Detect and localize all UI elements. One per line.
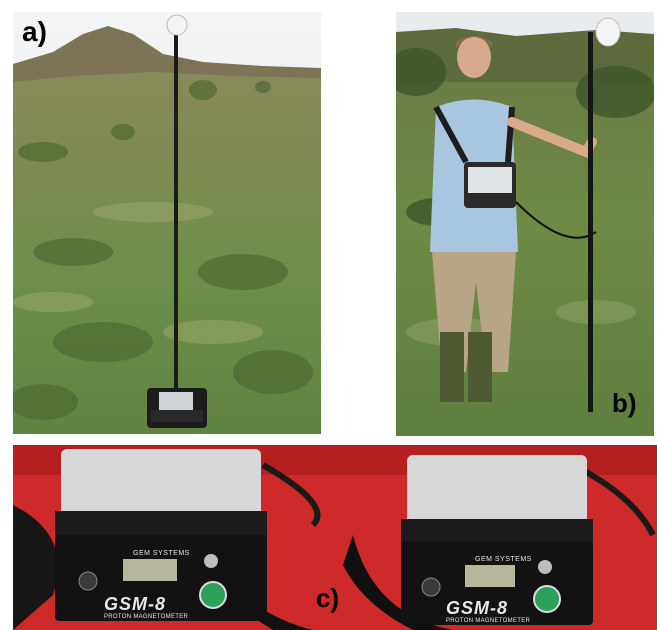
photo-panel-c: [13, 445, 657, 630]
photo-panel-a: [13, 12, 321, 434]
device-2-brand: GEM SYSTEMS: [475, 556, 532, 563]
photo-panel-b: [396, 12, 654, 436]
field-scene-a: [13, 12, 321, 434]
panel-label-a: a): [22, 16, 47, 47]
field-scene-b: [396, 12, 654, 436]
device-1-subtitle: PROTON MAGNETOMETER: [104, 614, 189, 620]
device-2-subtitle: PROTON MAGNETOMETER: [446, 618, 531, 624]
device-scene-c: [13, 445, 657, 630]
device-1-brand: GEM SYSTEMS: [133, 550, 190, 557]
device-2-model: GSM-8: [446, 598, 509, 618]
device-1-model: GSM-8: [104, 594, 167, 614]
panel-label-c: c): [316, 583, 340, 613]
panel-label-b: b): [612, 388, 637, 418]
